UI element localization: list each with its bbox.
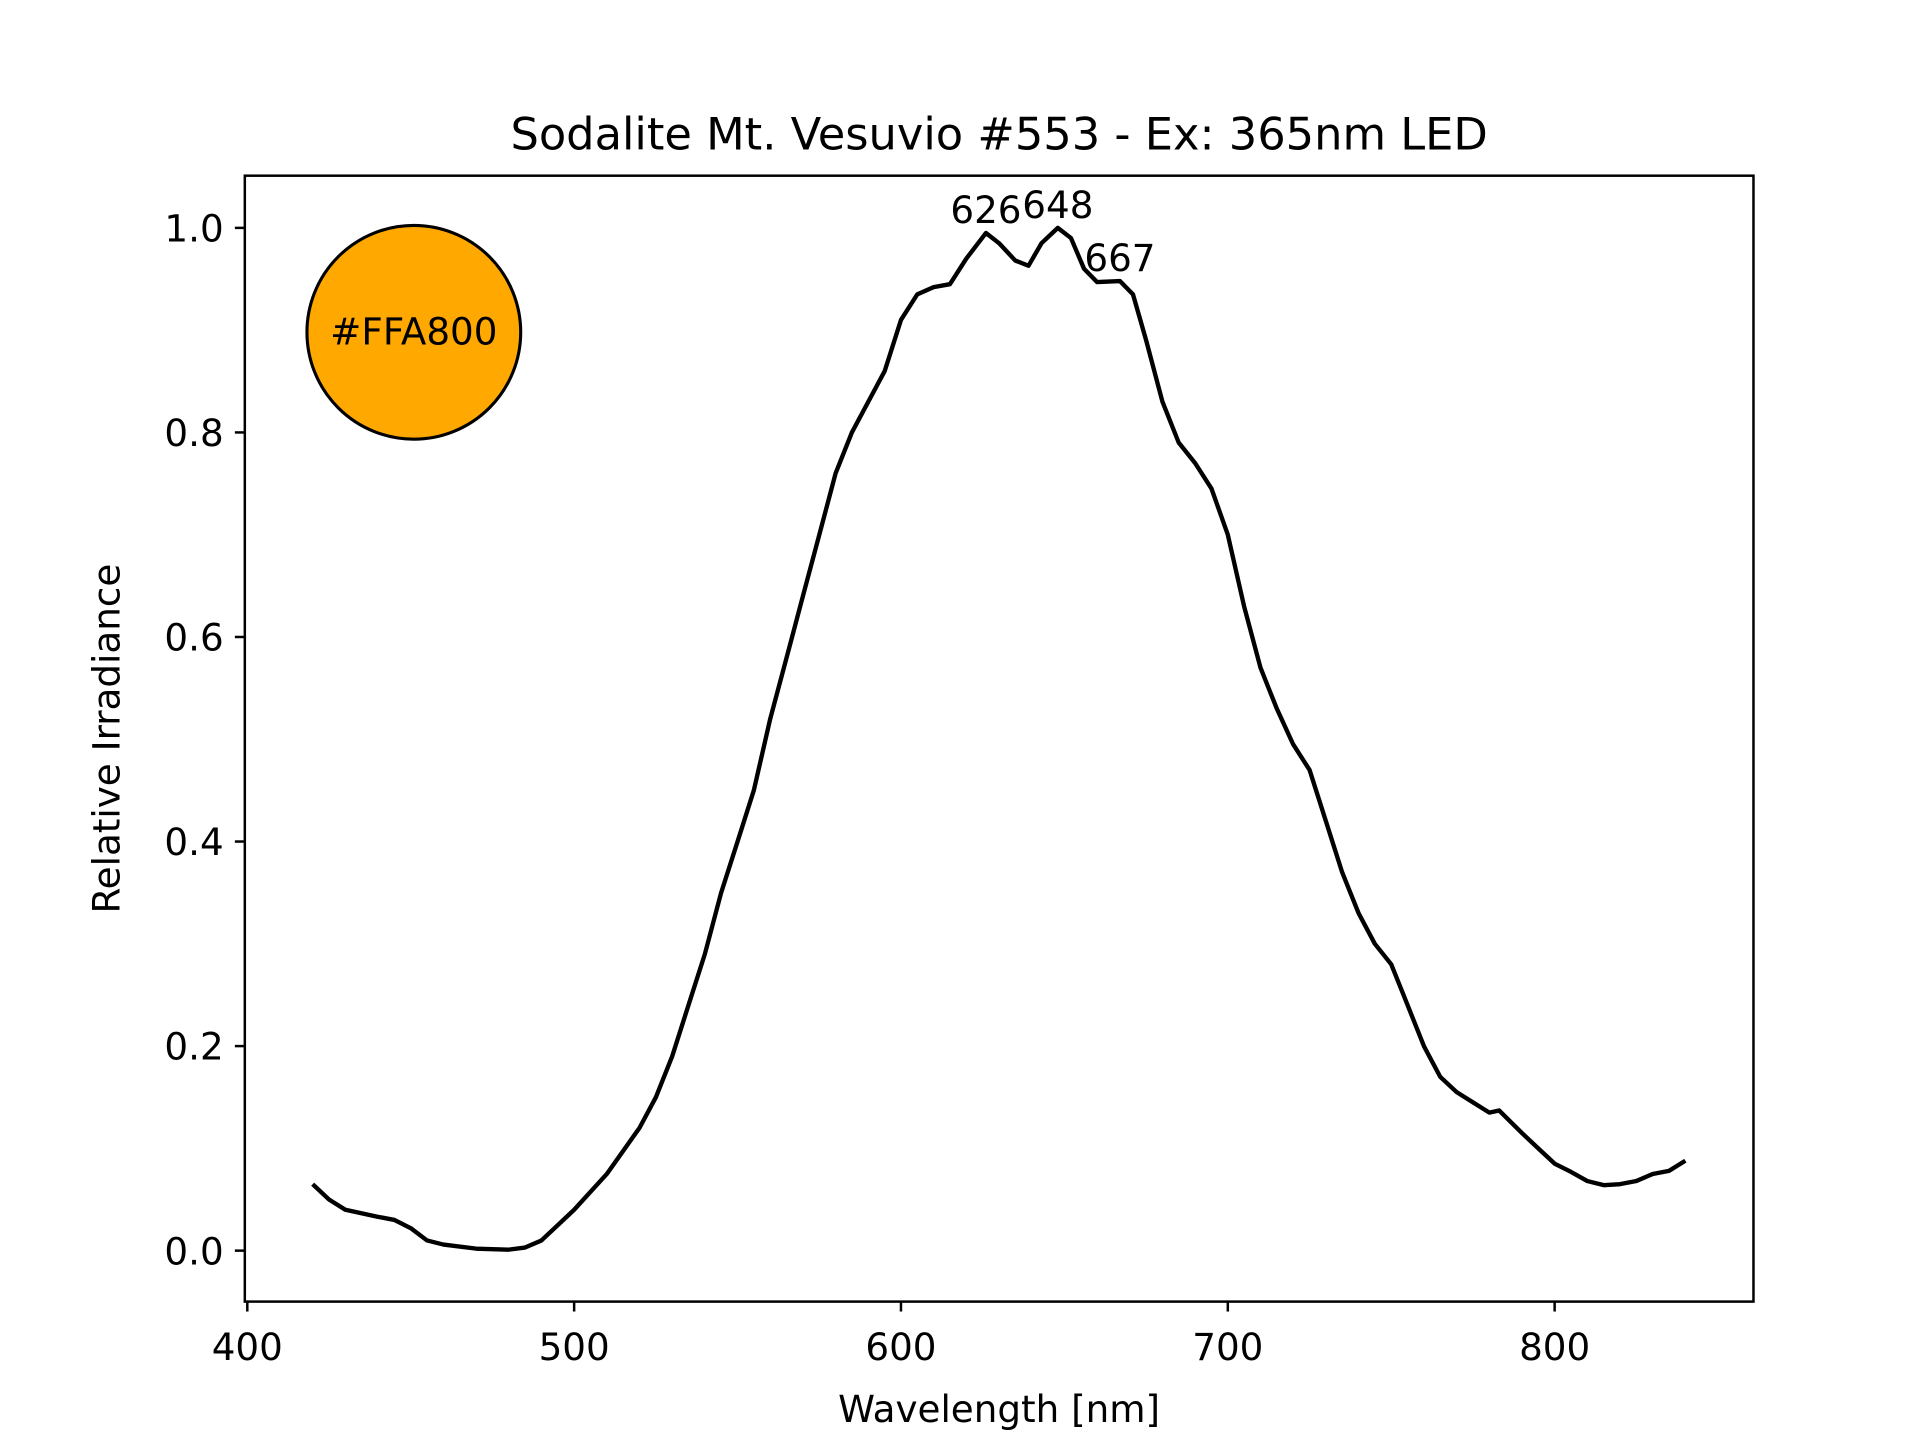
color-swatch-label: #FFA800 — [330, 310, 497, 354]
x-axis-label: Wavelength [nm] — [838, 1387, 1160, 1431]
y-tick-label: 0.6 — [164, 616, 223, 660]
peak-label: 648 — [1022, 183, 1093, 227]
y-tick-label: 0.4 — [164, 820, 223, 864]
y-tick-label: 1.0 — [164, 207, 223, 251]
y-tick-label: 0.2 — [164, 1025, 223, 1069]
x-axis: 400 500 600 700 800 — [212, 1301, 1590, 1369]
color-swatch: #FFA800 — [305, 223, 523, 441]
peak-label: 626 — [950, 188, 1021, 232]
series-line-spectrum — [311, 225, 1687, 1252]
x-tick-label: 600 — [865, 1325, 936, 1369]
y-axis: 0.0 0.2 0.4 0.6 0.8 1.0 — [164, 207, 245, 1273]
x-tick-label: 800 — [1519, 1325, 1590, 1369]
color-swatch-circle — [305, 223, 523, 441]
y-axis-label: Relative Irradiance — [84, 564, 128, 914]
peak-label: 667 — [1084, 236, 1155, 280]
peak-annotations: 626 648 667 — [950, 183, 1155, 280]
x-tick-label: 700 — [1192, 1325, 1263, 1369]
x-tick-label: 500 — [539, 1325, 610, 1369]
x-tick-label: 400 — [212, 1325, 283, 1369]
chart-title: Sodalite Mt. Vesuvio #553 - Ex: 365nm LE… — [510, 108, 1487, 161]
y-tick-label: 0.0 — [164, 1229, 223, 1273]
y-tick-label: 0.8 — [164, 411, 223, 455]
